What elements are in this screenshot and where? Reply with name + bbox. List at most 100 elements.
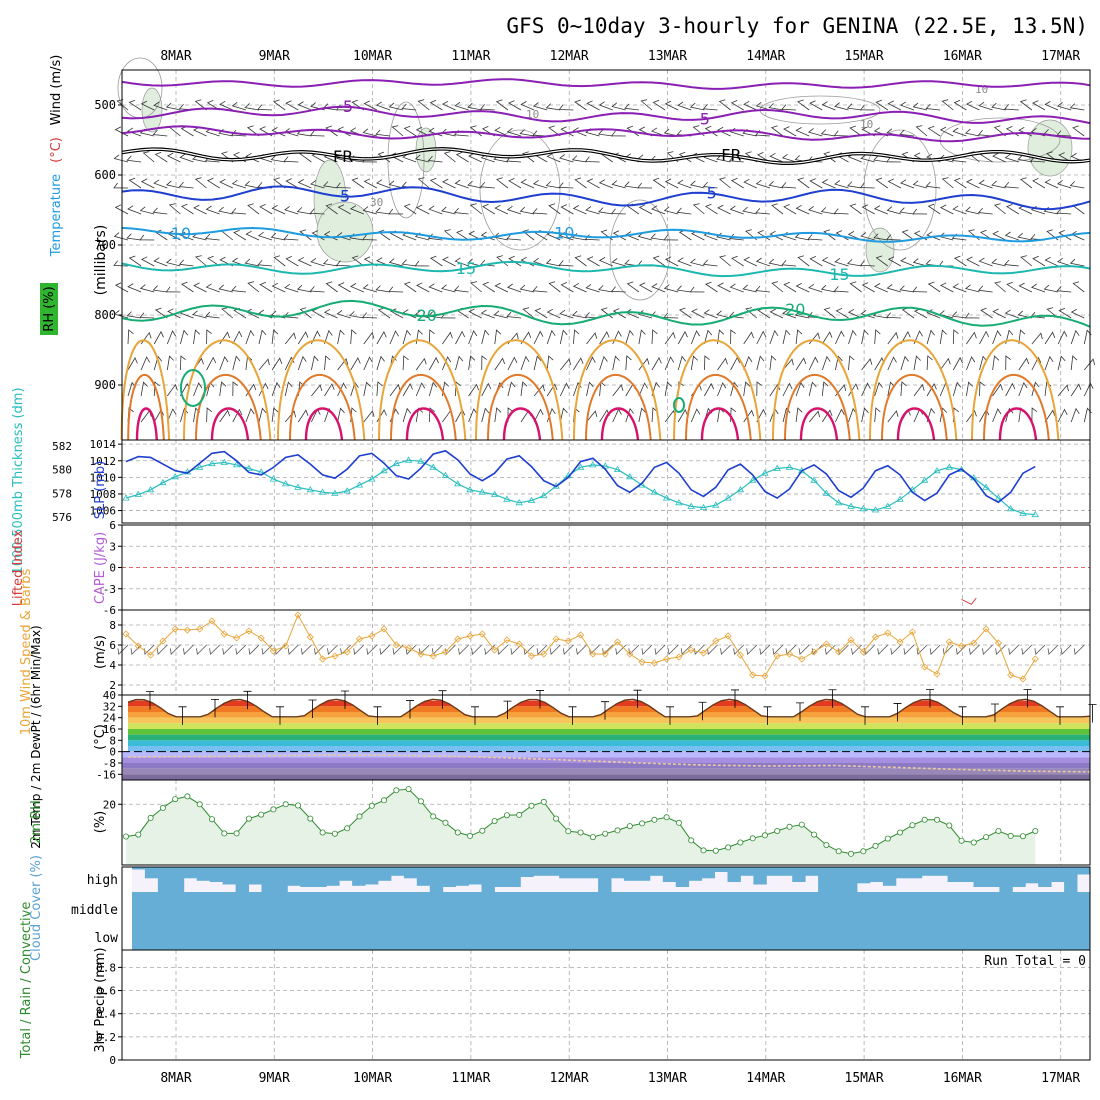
y-tick-label: -16 <box>96 768 116 781</box>
wind-barb <box>704 355 710 371</box>
thickness-marker <box>281 480 290 487</box>
wind-barb <box>874 283 888 293</box>
wind-barb <box>821 409 833 423</box>
wind-speed-marker <box>847 636 855 644</box>
wind-barb <box>415 204 430 215</box>
wind-barb <box>693 644 705 656</box>
wind-barb <box>417 177 430 189</box>
wind-barb <box>1070 329 1080 345</box>
wind-barb <box>572 127 587 137</box>
cloudcover-panel: high middle low Cloud Cover (%) <box>29 855 1091 961</box>
rh-marker <box>540 798 547 805</box>
wind-barb <box>414 154 430 163</box>
thickness-marker <box>490 490 499 497</box>
wind-barb <box>127 329 134 345</box>
wind-barb <box>638 329 646 345</box>
wind-barb <box>153 179 168 189</box>
wind-barb <box>453 207 469 215</box>
wind-barb <box>1044 256 1059 267</box>
high-cloud-bar <box>326 867 340 886</box>
rh-marker <box>725 844 732 851</box>
rh2m-unit-label: (%) <box>93 811 108 834</box>
wind-barb <box>496 177 509 189</box>
wind-barb <box>992 355 1000 371</box>
high-cloud-bar <box>429 867 444 892</box>
wind-barb <box>834 257 849 267</box>
wind-barb <box>154 151 168 163</box>
wind-barb <box>390 308 404 319</box>
rh-marker <box>1007 832 1014 839</box>
wind-barb <box>900 257 915 267</box>
wind-barb <box>663 234 679 241</box>
rh-marker <box>970 839 977 846</box>
wind-barb <box>520 178 535 189</box>
wind-barb <box>939 329 947 345</box>
wind-barb <box>677 257 692 267</box>
thickness-marker <box>466 486 474 493</box>
wind-barb <box>415 126 430 137</box>
wind-barb <box>861 329 869 345</box>
wind-barb <box>388 180 404 189</box>
wind-barb <box>912 180 928 189</box>
wind-barb <box>965 100 980 111</box>
wind-barb <box>820 284 836 293</box>
wind-barb <box>1072 281 1085 293</box>
wind-barb <box>599 355 608 371</box>
wind-barb <box>335 182 351 189</box>
wind-barb <box>388 258 404 267</box>
wind-barb <box>1057 330 1068 345</box>
thickness-marker <box>810 476 818 483</box>
temperature-unit-label: (°C) <box>49 137 64 163</box>
rh-marker <box>196 801 203 808</box>
wind-barb <box>861 204 875 215</box>
rh-marker <box>319 829 326 836</box>
wind-barb <box>797 177 810 189</box>
thickness-marker <box>1019 509 1027 516</box>
wind-barb <box>1005 382 1016 397</box>
wind-barb <box>861 358 873 371</box>
wind-barb <box>966 381 974 397</box>
temp-minmax-marker <box>861 706 869 725</box>
wind-barb <box>900 179 915 189</box>
thickness-marker <box>822 489 831 496</box>
wind-barb <box>940 282 954 293</box>
wind-barb <box>559 309 574 319</box>
thickness-marker <box>355 481 364 488</box>
wind-barb <box>729 127 744 137</box>
wind-barb <box>1008 644 1020 656</box>
wind-barb <box>231 285 246 293</box>
wind-barb <box>1056 102 1072 111</box>
wind-barb <box>480 231 495 241</box>
wind-barb <box>795 357 807 371</box>
wind-barb <box>717 357 728 371</box>
wind-barb <box>1019 99 1033 111</box>
thickness-tick-label: 582 <box>52 440 72 453</box>
lifted-index-axis-label: Lifted Index <box>11 529 26 606</box>
wind-barb <box>1006 281 1020 293</box>
wind-barb <box>257 231 273 241</box>
wind-barb <box>994 281 1006 293</box>
wind-barb <box>1044 409 1056 423</box>
wind-barb <box>179 153 194 163</box>
wind-barb <box>586 100 600 111</box>
wind-barb <box>545 258 561 267</box>
wind-barb <box>743 256 757 267</box>
wind-barb <box>193 382 203 397</box>
wind-barb <box>246 125 260 137</box>
thickness-tick-label: 580 <box>52 464 72 477</box>
wind-barb <box>977 130 993 137</box>
wind-barb <box>468 152 482 163</box>
wind-barb <box>966 331 977 345</box>
wind-barb <box>507 356 518 371</box>
wind-barb <box>637 182 653 189</box>
wind-barb <box>925 181 941 189</box>
temperature-plume <box>120 339 171 441</box>
y-tick-label: 40 <box>103 689 116 702</box>
y-tick-label: 16 <box>103 723 116 736</box>
wind-barb <box>219 100 233 111</box>
wind-barb <box>729 205 744 215</box>
top-date-label: 12MAR <box>550 49 589 64</box>
rh-marker <box>934 816 941 823</box>
wind-barb <box>314 644 325 656</box>
